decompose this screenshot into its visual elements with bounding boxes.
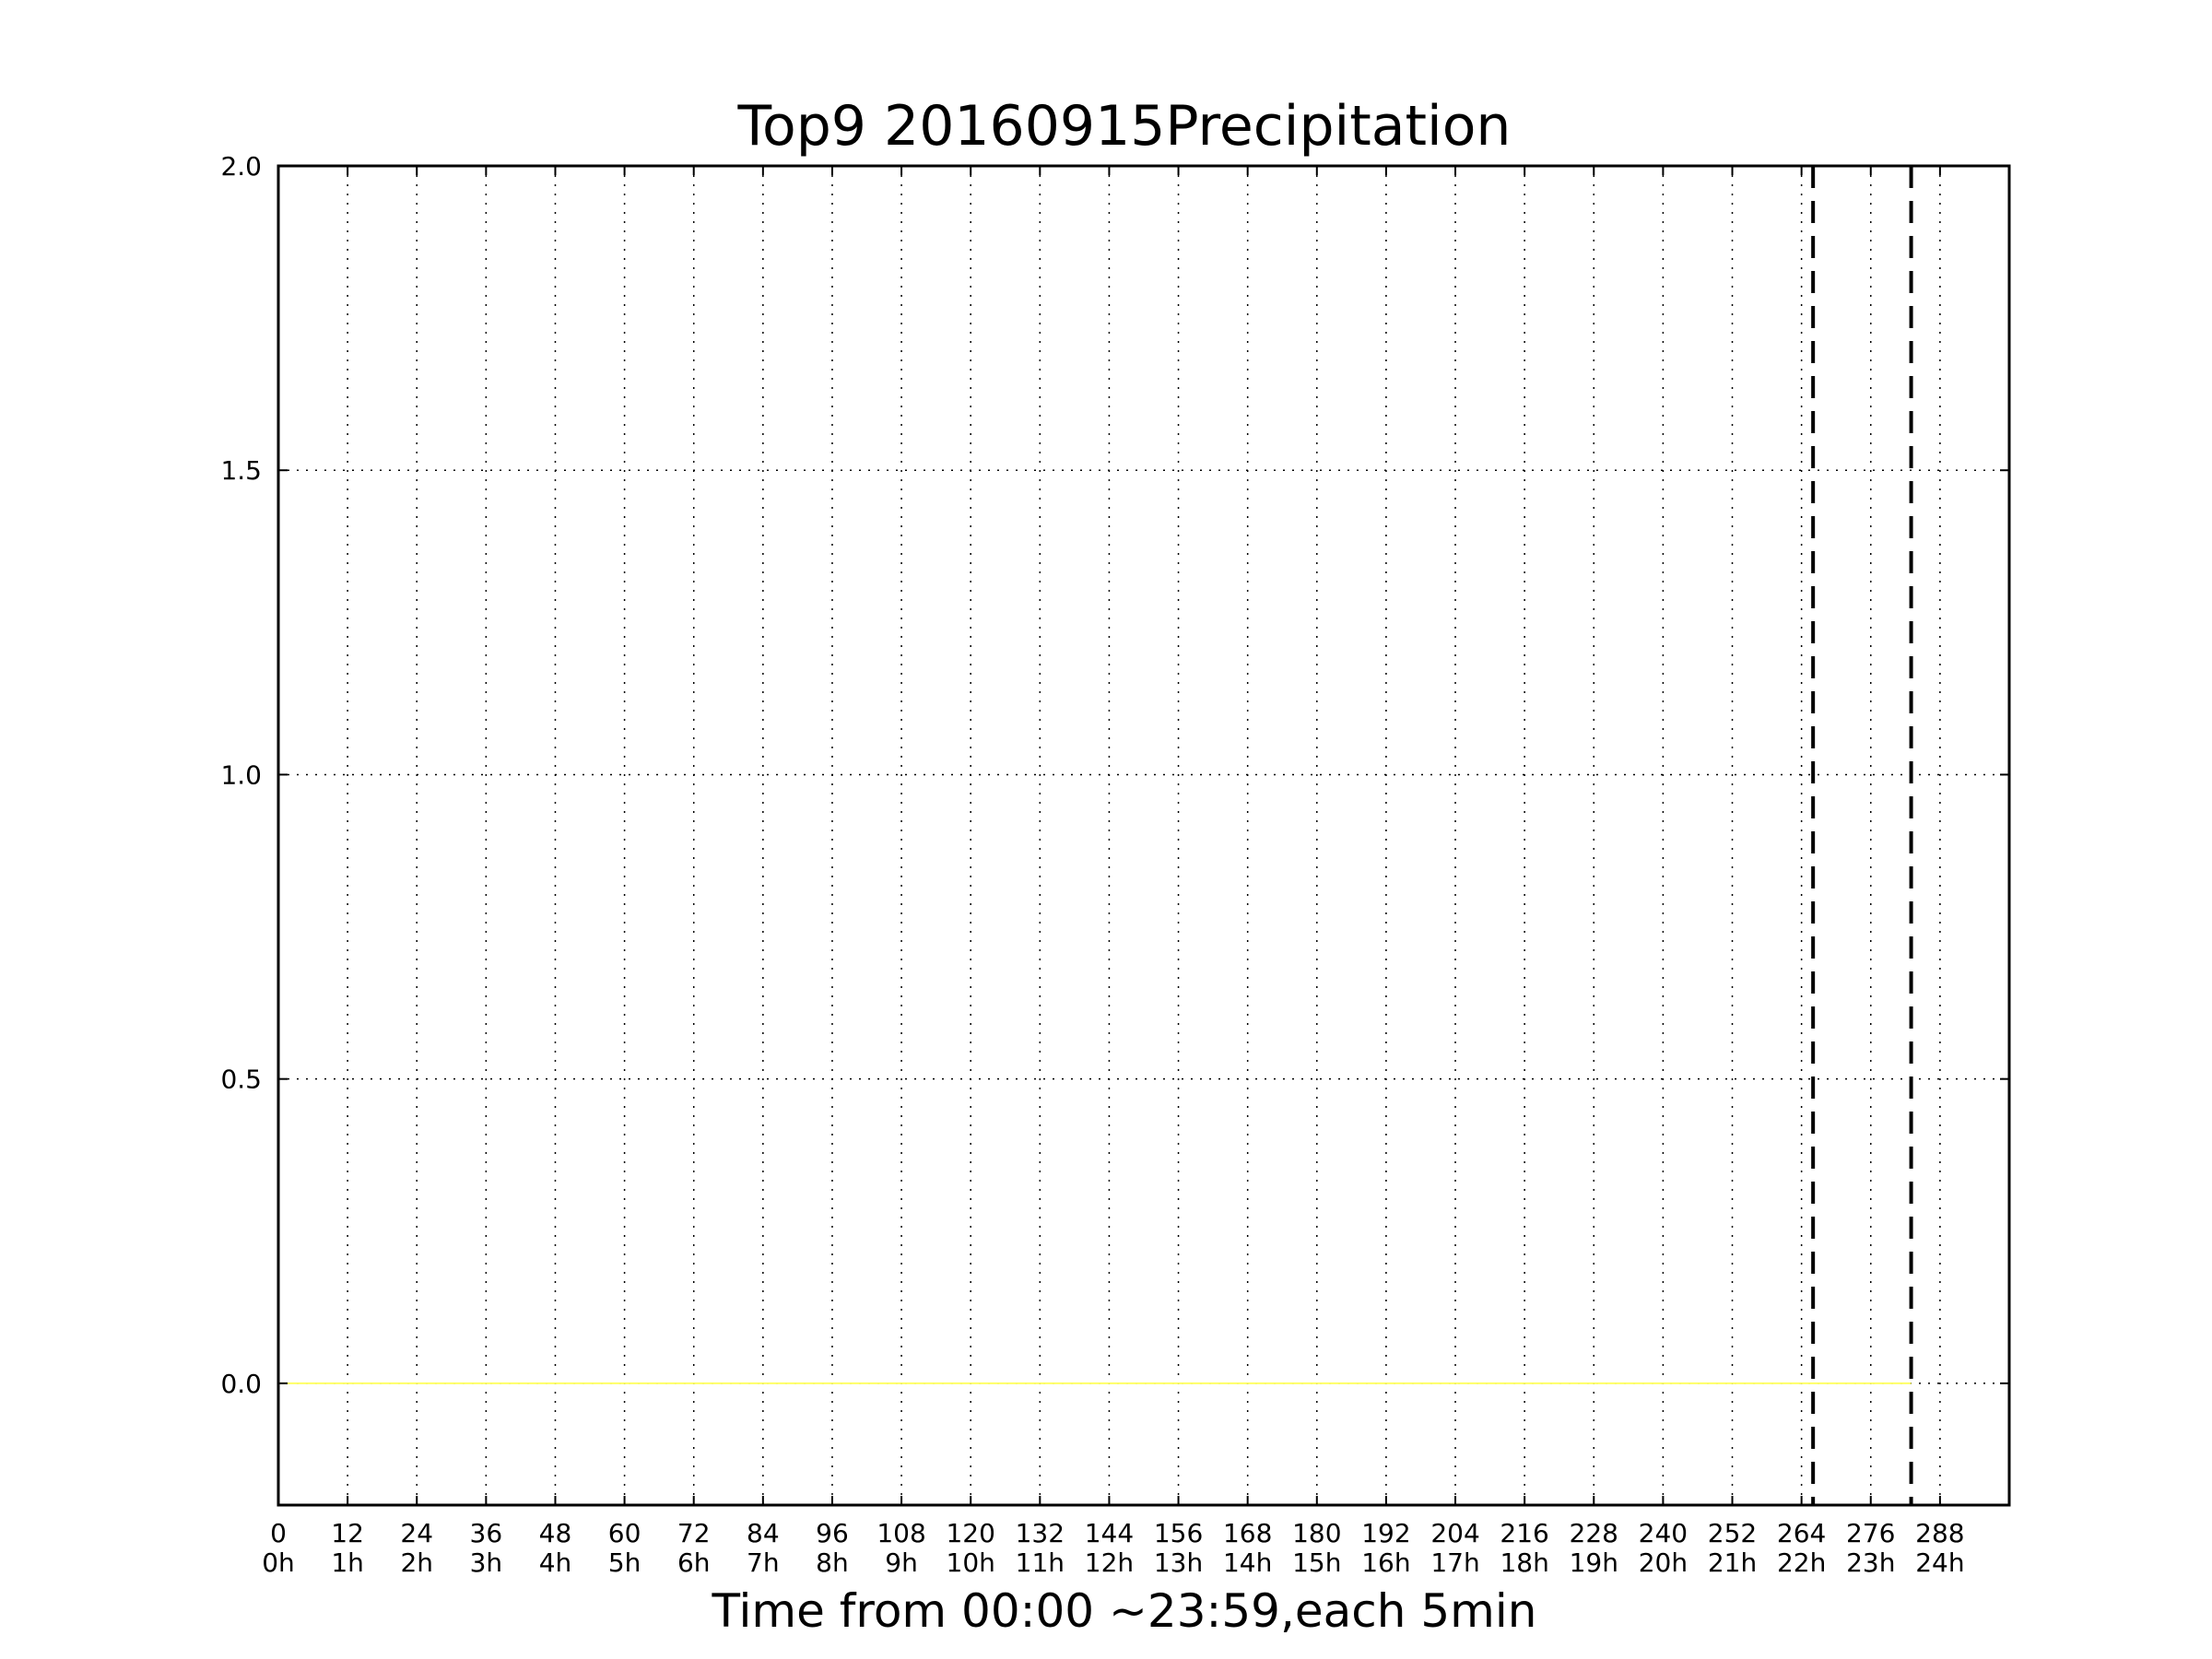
y-tick-label: 1.5 — [220, 455, 262, 486]
x-tick-label: 204 17h — [1430, 1518, 1479, 1578]
y-tick-label: 2.0 — [220, 151, 262, 182]
x-tick-label: 72 6h — [677, 1518, 711, 1578]
x-tick-label: 36 3h — [470, 1518, 503, 1578]
y-tick-label: 0.5 — [220, 1065, 262, 1095]
x-tick-label: 144 12h — [1085, 1518, 1134, 1578]
x-tick-label: 228 19h — [1570, 1518, 1618, 1578]
chart-title: Top9 20160915Precipitation — [737, 94, 1512, 159]
x-tick-label: 12 1h — [331, 1518, 364, 1578]
y-tick-label: 0.0 — [220, 1369, 262, 1399]
ticks: 0 0h 12 1h 24 2h 36 3h 48 4h 60 5h 72 6h 84 7h 96 8h 108 9h… — [220, 151, 2009, 1578]
x-axis-label: Time from 00:00 ~23:59,each 5min — [712, 1584, 1537, 1638]
y-tick-label: 1.0 — [220, 759, 262, 790]
x-tick-label: 264 22h — [1777, 1518, 1826, 1578]
x-tick-label: 96 8h — [816, 1518, 849, 1578]
x-tick-label: 84 7h — [747, 1518, 780, 1578]
x-tick-label: 132 11h — [1016, 1518, 1065, 1578]
marker-lines — [1811, 166, 1913, 1505]
x-tick-label: 120 10h — [946, 1518, 994, 1578]
x-tick-label: 288 24h — [1915, 1518, 1964, 1578]
x-tick-label: 108 9h — [877, 1518, 925, 1578]
x-tick-label: 24 2h — [400, 1518, 433, 1578]
x-tick-label: 252 21h — [1708, 1518, 1757, 1578]
grid — [277, 165, 2009, 1505]
x-tick-label: 0 0h — [262, 1518, 295, 1578]
x-tick-label: 240 20h — [1639, 1518, 1688, 1578]
plot-frame — [276, 164, 2011, 1507]
x-tick-label: 216 18h — [1500, 1518, 1548, 1578]
x-tick-label: 180 15h — [1292, 1518, 1341, 1578]
x-tick-label: 156 13h — [1154, 1518, 1203, 1578]
x-tick-label: 60 5h — [608, 1518, 641, 1578]
x-tick-label: 276 23h — [1846, 1518, 1895, 1578]
x-tick-label: 192 16h — [1361, 1518, 1410, 1578]
x-tick-label: 168 14h — [1223, 1518, 1272, 1578]
x-tick-label: 48 4h — [539, 1518, 572, 1578]
